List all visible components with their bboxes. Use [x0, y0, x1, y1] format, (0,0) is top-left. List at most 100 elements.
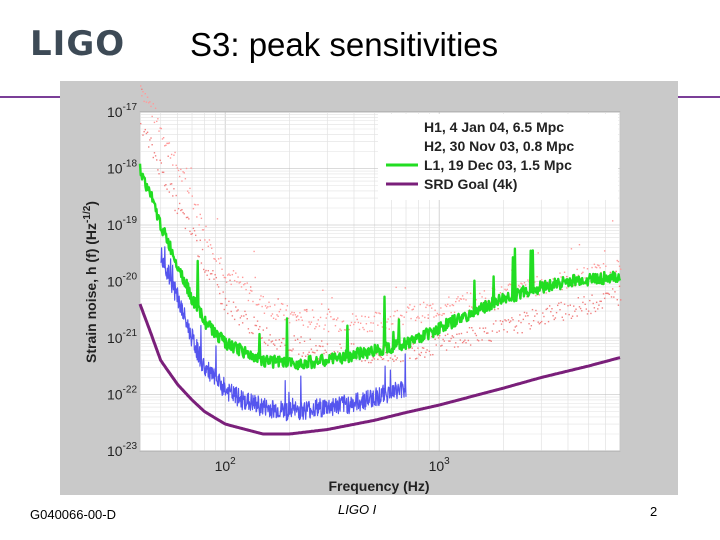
- trace-point: [364, 315, 366, 318]
- trace-point: [435, 344, 437, 346]
- trace-point: [561, 316, 563, 318]
- trace-point: [379, 355, 381, 357]
- trace-point: [192, 227, 195, 230]
- trace-point: [251, 290, 253, 292]
- trace-point: [319, 345, 322, 348]
- trace-point: [400, 314, 402, 317]
- trace-point: [180, 209, 182, 212]
- trace-point: [224, 276, 227, 279]
- trace-point: [306, 310, 308, 313]
- trace-point: [451, 304, 453, 306]
- trace-point: [154, 107, 157, 110]
- trace-point: [254, 276, 256, 279]
- trace-point: [172, 164, 174, 166]
- trace-point: [513, 329, 515, 331]
- trace-point: [602, 262, 605, 265]
- trace-point: [458, 333, 460, 335]
- trace-point: [306, 308, 308, 311]
- trace-point: [334, 324, 337, 327]
- trace-point: [468, 327, 471, 329]
- trace-point: [170, 183, 173, 185]
- trace-point: [333, 318, 336, 320]
- trace-point: [197, 203, 199, 206]
- trace-point: [308, 321, 310, 323]
- trace-point: [260, 337, 262, 340]
- trace-point: [388, 328, 390, 330]
- trace-point: [618, 265, 621, 267]
- trace-point: [243, 283, 245, 286]
- trace-point: [335, 319, 338, 321]
- trace-point: [542, 312, 544, 314]
- trace-point: [387, 360, 389, 362]
- trace-point: [401, 315, 403, 317]
- trace-point: [512, 319, 514, 321]
- trace-point: [140, 122, 142, 125]
- trace-point: [576, 315, 578, 317]
- trace-point: [521, 331, 523, 334]
- trace-point: [309, 323, 311, 325]
- trace-point: [198, 255, 200, 258]
- trace-point: [201, 248, 204, 251]
- trace-point: [345, 329, 347, 331]
- trace-point: [267, 306, 269, 308]
- trace-point: [319, 316, 322, 319]
- legend-label: H2, 30 Nov 03, 0.8 Mpc: [424, 138, 574, 154]
- trace-point: [176, 212, 179, 215]
- trace-point: [194, 234, 197, 237]
- trace-point: [421, 347, 424, 349]
- trace-point: [484, 327, 487, 329]
- trace-point: [436, 334, 439, 337]
- trace-point: [537, 321, 539, 323]
- trace-point: [205, 225, 207, 228]
- trace-point: [559, 272, 561, 274]
- trace-point: [290, 349, 292, 351]
- trace-point: [152, 156, 155, 159]
- trace-point: [500, 286, 503, 288]
- trace-point: [248, 292, 251, 294]
- trace-point: [213, 278, 215, 280]
- trace-point: [441, 344, 443, 347]
- trace-point: [508, 283, 511, 285]
- trace-point: [318, 325, 321, 327]
- trace-point: [461, 341, 464, 344]
- trace-point: [148, 102, 150, 104]
- trace-point: [472, 329, 474, 332]
- trace-point: [526, 312, 528, 314]
- legend-box: [378, 114, 618, 200]
- trace-point: [149, 101, 151, 103]
- trace-point: [519, 286, 521, 288]
- trace-point: [200, 217, 203, 220]
- trace-point: [209, 273, 212, 275]
- trace-point: [578, 243, 581, 246]
- trace-point: [590, 312, 592, 315]
- trace-point: [381, 326, 384, 328]
- trace-point: [291, 350, 293, 352]
- trace-point: [437, 337, 440, 339]
- trace-point: [560, 301, 562, 304]
- legend-label: H1, 4 Jan 04, 6.5 Mpc: [424, 119, 564, 135]
- trace-point: [196, 239, 198, 242]
- trace-point: [308, 351, 310, 353]
- trace-point: [204, 271, 206, 273]
- trace-point: [351, 313, 354, 315]
- trace-point: [422, 347, 425, 349]
- trace-point: [429, 354, 432, 356]
- trace-point: [283, 314, 285, 316]
- trace-point: [269, 334, 271, 336]
- trace-point: [188, 218, 190, 220]
- trace-point: [337, 351, 339, 353]
- trace-point: [505, 320, 507, 322]
- trace-point: [457, 346, 459, 348]
- trace-point: [504, 288, 506, 291]
- trace-point: [259, 298, 261, 301]
- trace-point: [268, 301, 270, 303]
- trace-point: [142, 134, 144, 136]
- trace-point: [159, 159, 161, 162]
- trace-point: [403, 316, 405, 318]
- trace-point: [442, 312, 444, 315]
- trace-point: [277, 298, 279, 300]
- trace-point: [367, 316, 370, 318]
- trace-point: [460, 332, 463, 335]
- y-tick-label: 10-20: [107, 272, 137, 290]
- trace-point: [411, 309, 413, 311]
